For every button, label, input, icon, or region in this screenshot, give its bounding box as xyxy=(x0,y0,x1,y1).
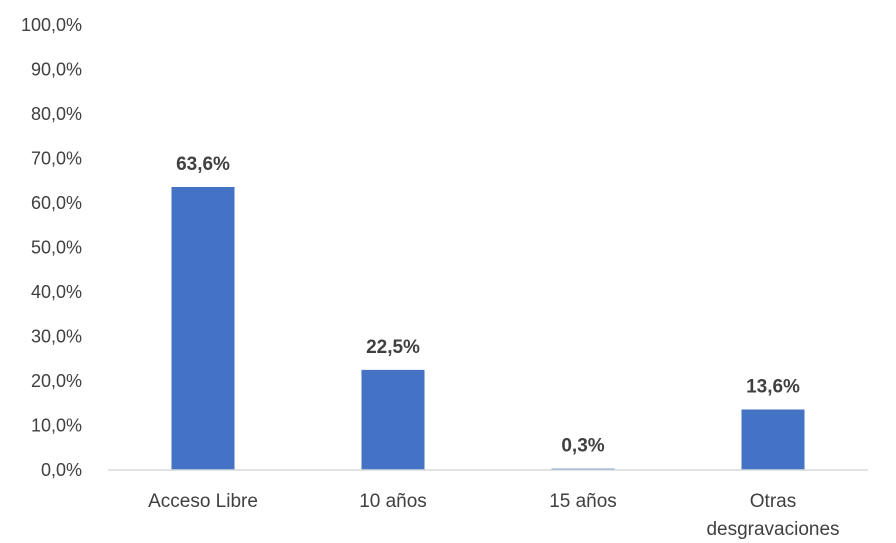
y-tick-label: 100,0% xyxy=(21,15,82,35)
bars xyxy=(171,186,805,471)
y-tick-label: 50,0% xyxy=(31,238,82,258)
y-tick-label: 80,0% xyxy=(31,104,82,124)
y-tick-label: 20,0% xyxy=(31,371,82,391)
y-tick-label: 0,0% xyxy=(41,460,82,480)
bar xyxy=(361,369,425,470)
y-tick-label: 30,0% xyxy=(31,327,82,347)
y-axis-tick-labels: 0,0% 10,0% 20,0% 30,0% 40,0% 50,0% 60,0% 70,0% 8… xyxy=(21,15,82,480)
data-label: 22,5% xyxy=(366,337,420,358)
y-tick-label: 70,0% xyxy=(31,149,82,169)
category-label: 10 años xyxy=(359,491,427,512)
x-axis-category-labels: Acceso Libre 10 años 15 años Otras desgravac… xyxy=(148,491,839,540)
data-label: 63,6% xyxy=(176,154,230,175)
category-label: 15 años xyxy=(549,491,617,512)
data-labels: 63,6% 22,5% 0,3% 13,6% xyxy=(176,154,800,457)
y-tick-label: 10,0% xyxy=(31,416,82,436)
y-tick-label: 90,0% xyxy=(31,60,82,80)
y-tick-label: 60,0% xyxy=(31,193,82,213)
y-tick-label: 40,0% xyxy=(31,282,82,302)
category-label: Otras xyxy=(750,491,796,512)
bar xyxy=(171,186,235,471)
bar xyxy=(741,409,805,470)
data-label: 13,6% xyxy=(746,376,800,397)
data-label: 0,3% xyxy=(561,436,604,457)
category-label: desgravaciones xyxy=(706,519,839,540)
category-label: Acceso Libre xyxy=(148,491,258,512)
